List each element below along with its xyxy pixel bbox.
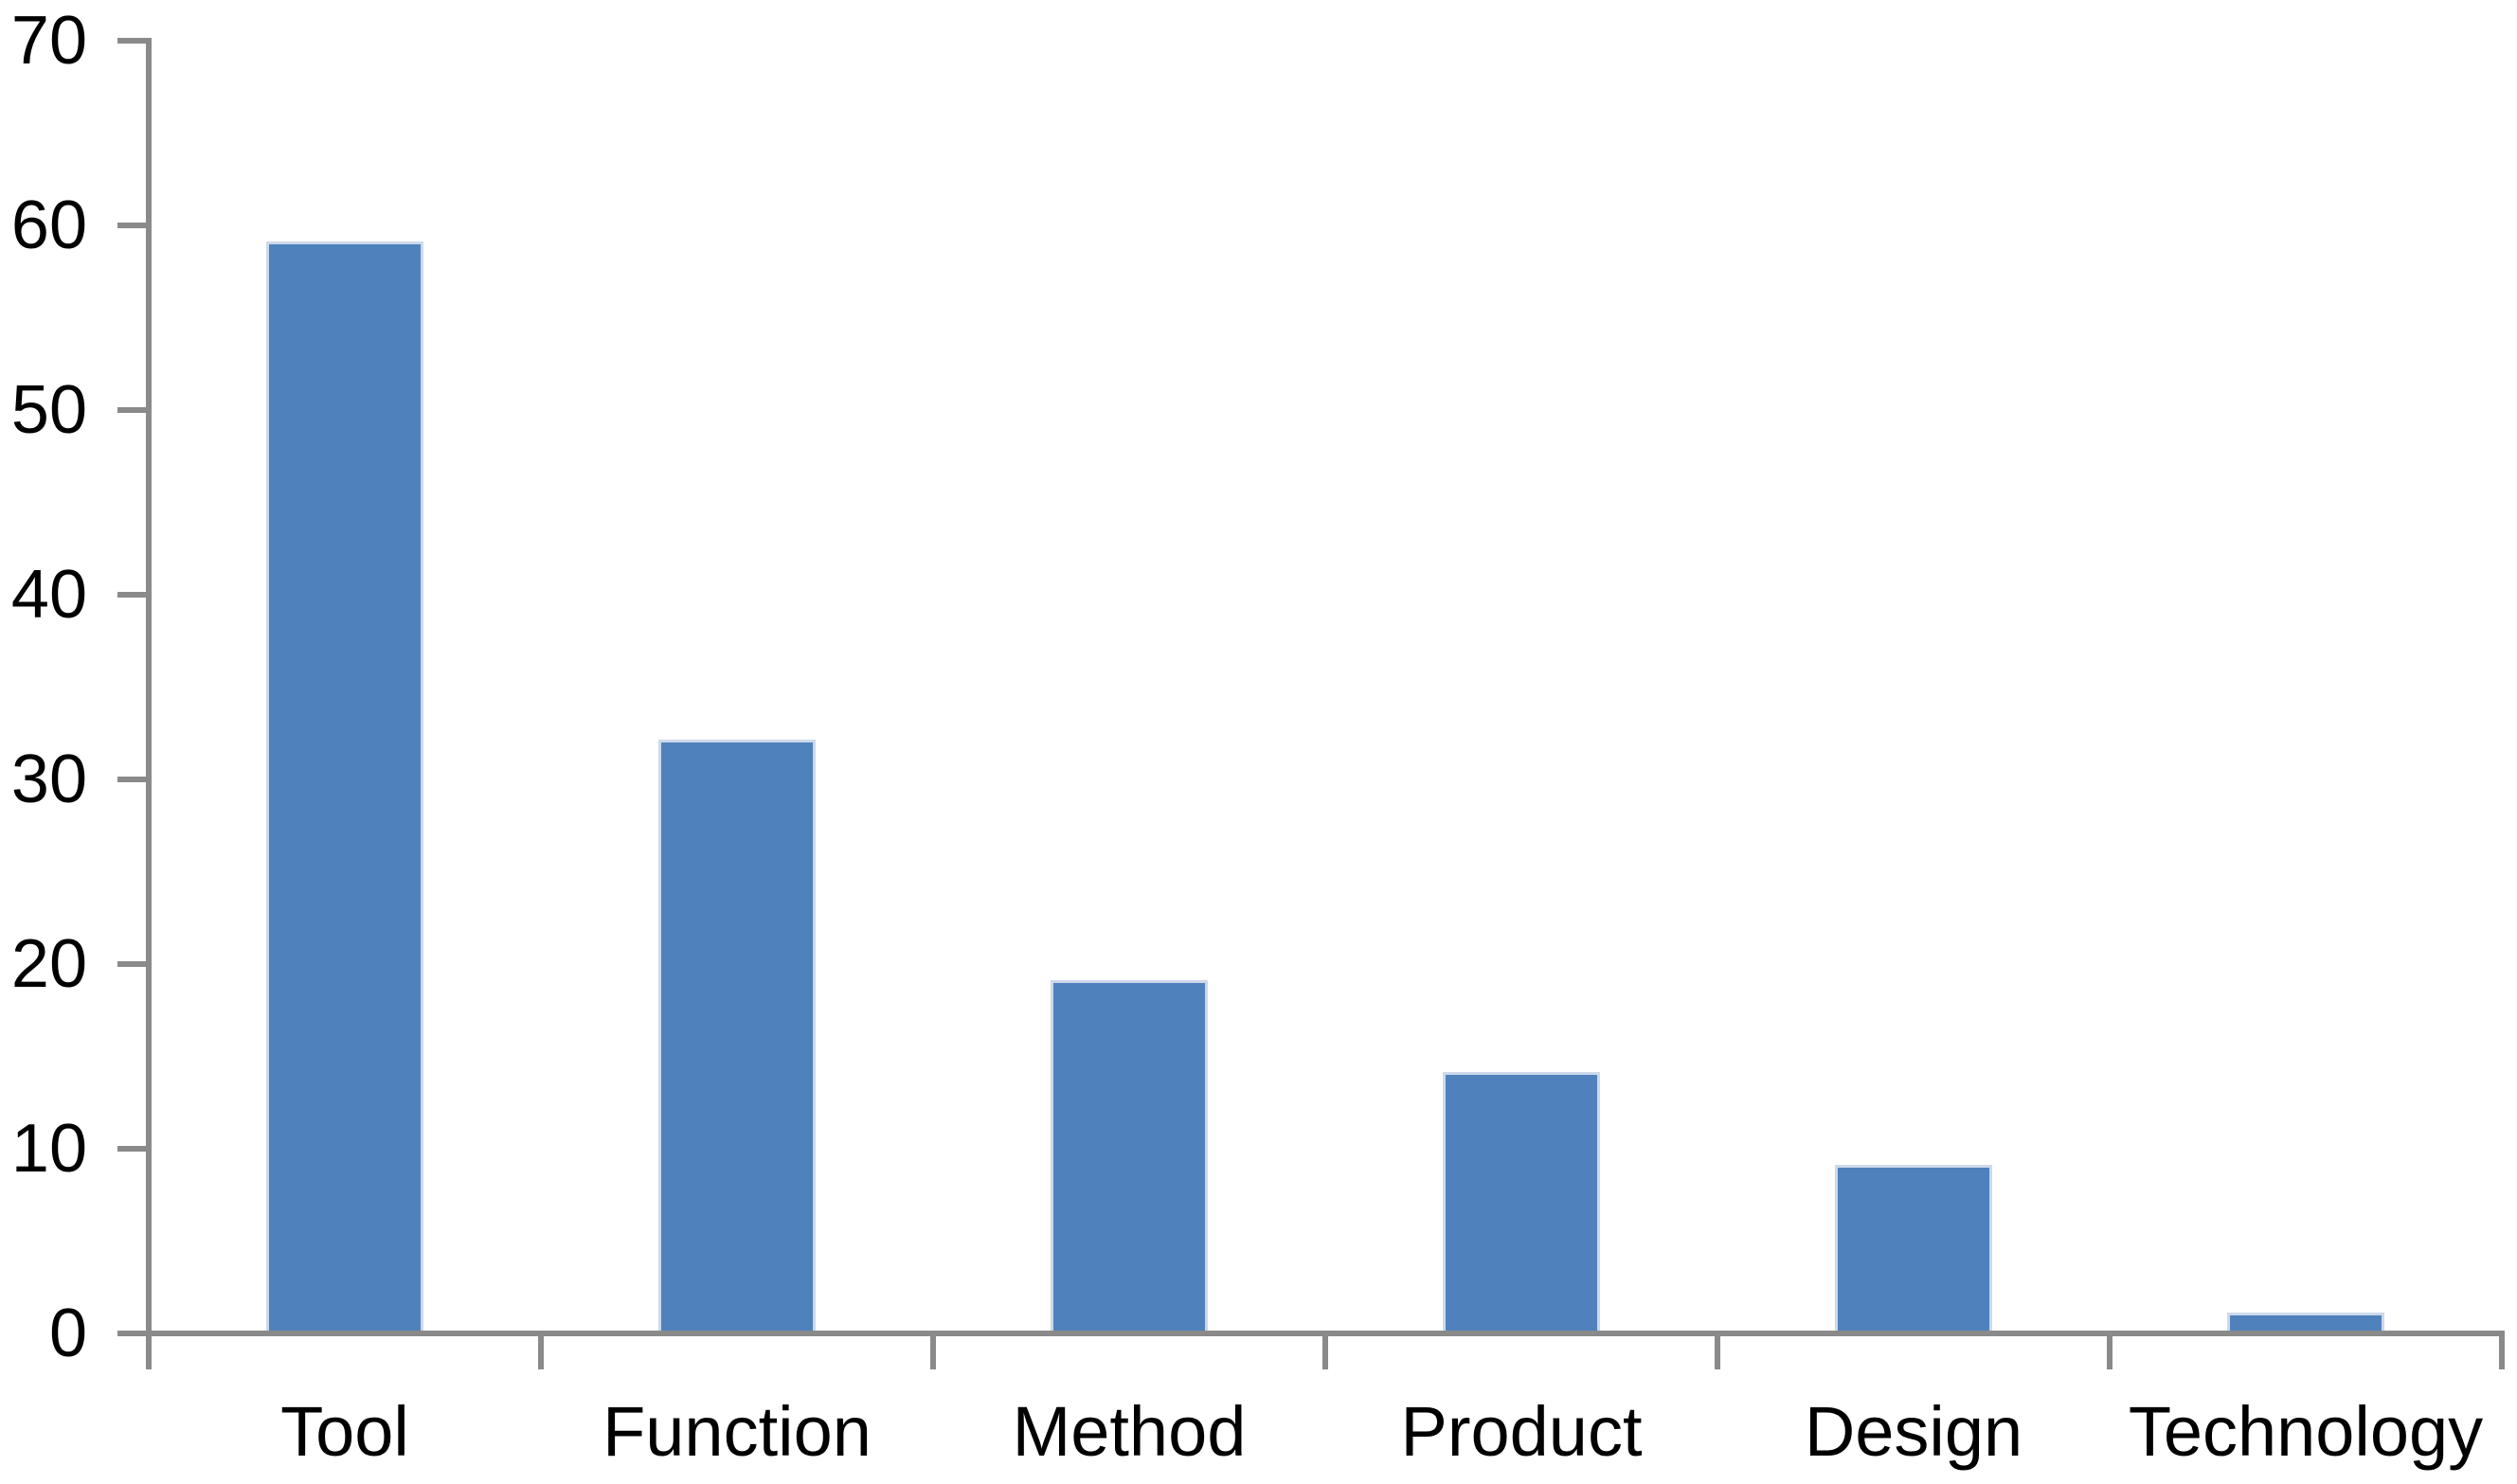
y-tick-label: 60 [10,188,87,263]
bar-tool [266,241,423,1331]
bar-design [1835,1164,1992,1331]
y-tick-mark [117,223,146,228]
y-tick-mark [117,961,146,967]
x-label-tool: Tool [280,1392,409,1471]
y-tick-label: 20 [10,926,87,1002]
bar-product [1443,1072,1600,1331]
x-label-technology: Technology [2128,1392,2484,1471]
y-tick-label: 10 [10,1111,87,1187]
y-tick-mark [117,38,146,44]
y-tick-mark [117,1331,146,1336]
y-tick-label: 0 [48,1296,87,1371]
x-tick-mark [930,1331,936,1369]
x-tick-mark [146,1331,152,1369]
x-tick-mark [1322,1331,1328,1369]
x-tick-mark [2499,1331,2505,1369]
y-tick-label: 70 [10,3,87,79]
x-label-function: Function [602,1392,872,1471]
y-tick-label: 40 [10,557,87,633]
y-axis-line [146,38,152,1336]
x-label-design: Design [1804,1392,2023,1471]
y-tick-mark [117,407,146,413]
y-tick-label: 50 [10,372,87,448]
x-tick-mark [2107,1331,2112,1369]
y-tick-label: 30 [10,742,87,817]
x-label-product: Product [1400,1392,1643,1471]
bar-function [658,740,816,1331]
x-tick-mark [538,1331,544,1369]
y-tick-mark [117,592,146,598]
bar-technology [2227,1312,2384,1331]
y-tick-mark [117,777,146,782]
y-tick-mark [117,1146,146,1152]
x-label-method: Method [1012,1392,1247,1471]
x-tick-mark [1715,1331,1720,1369]
bar-method [1051,979,1208,1331]
